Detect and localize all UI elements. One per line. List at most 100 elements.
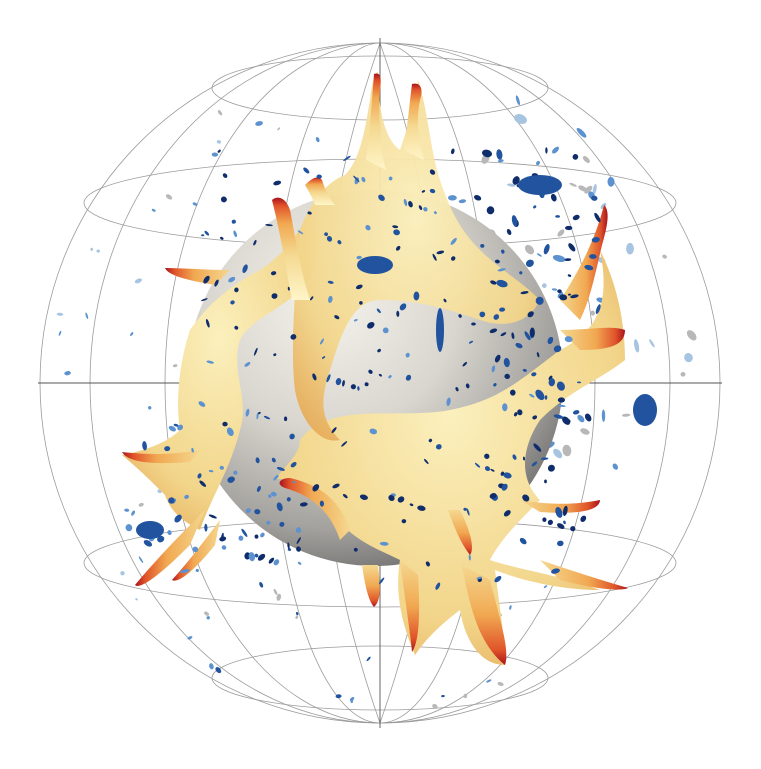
cold-blob — [552, 146, 559, 154]
cold-blob — [221, 545, 227, 550]
cold-blob — [403, 198, 408, 207]
far-blob — [130, 331, 134, 337]
cold-blob — [297, 561, 302, 565]
cold-blob — [533, 205, 537, 209]
cold-blob — [557, 397, 565, 403]
cold-blob — [512, 454, 517, 460]
cold-blob — [555, 506, 563, 518]
cold-blob — [157, 535, 165, 543]
cold-blob — [233, 470, 238, 475]
cold-blob — [584, 413, 592, 422]
cold-blob — [177, 424, 184, 431]
cold-blob — [580, 515, 587, 522]
cold-blob — [361, 176, 366, 183]
cold-blob — [493, 383, 497, 387]
cold-blob — [417, 505, 426, 511]
cold-blob — [324, 232, 328, 237]
cold-blob — [292, 480, 296, 484]
cold-blob — [540, 457, 549, 461]
cold-blob — [520, 291, 529, 295]
cold-blob — [295, 527, 302, 534]
cold-blob — [450, 256, 456, 261]
cold-blob — [432, 253, 437, 261]
cold-blob — [532, 415, 538, 420]
cold-blob — [429, 188, 436, 194]
cold-blob — [245, 508, 251, 513]
cold-blob — [290, 462, 297, 468]
cold-blob — [206, 360, 215, 364]
far-blob — [350, 699, 354, 704]
far-blob — [276, 593, 282, 601]
far-blob — [578, 185, 587, 192]
cold-blob — [511, 215, 518, 227]
cold-blob — [356, 255, 362, 260]
cold-blob — [198, 401, 206, 407]
cold-blob — [312, 373, 317, 381]
cold-blob — [531, 372, 537, 377]
cold-blob-cluster — [136, 521, 164, 539]
cold-blob — [503, 472, 512, 479]
far-blob — [206, 616, 210, 620]
cold-blob — [557, 404, 566, 407]
cold-blob — [388, 375, 392, 379]
cold-blob — [435, 582, 441, 590]
cold-blob — [455, 387, 459, 392]
cold-blob — [480, 243, 485, 248]
cold-blob — [256, 485, 261, 492]
cold-blob — [503, 357, 510, 368]
far-blob — [552, 254, 566, 263]
cold-blob — [271, 293, 278, 299]
far-blob — [497, 681, 504, 687]
cold-blob — [565, 225, 573, 231]
far-blob — [211, 152, 219, 157]
cold-blob — [468, 340, 474, 344]
far-blob — [148, 406, 152, 410]
far-blob — [215, 667, 222, 674]
cold-blob — [353, 175, 360, 183]
cold-blob — [468, 554, 471, 561]
cold-blob — [405, 352, 410, 358]
cold-blob — [555, 215, 560, 218]
cold-blob — [567, 293, 572, 296]
cold-blob — [205, 318, 210, 328]
far-blob — [607, 176, 615, 187]
cold-blob — [310, 296, 314, 301]
far-blob — [209, 663, 214, 670]
cold-blob — [529, 393, 535, 398]
cold-blob — [217, 149, 221, 153]
cold-blob — [326, 374, 331, 383]
far-blob — [335, 694, 342, 699]
cold-blob — [500, 332, 507, 337]
cold-blob — [254, 534, 259, 539]
cold-blob — [497, 159, 504, 163]
cold-blob — [551, 568, 560, 574]
cold-blob — [228, 276, 236, 283]
cold-blob — [260, 532, 265, 538]
cold-blob — [230, 300, 235, 305]
cold-blob — [388, 495, 395, 501]
far-blob — [85, 312, 89, 320]
cold-blob — [424, 458, 429, 465]
cold-blob — [536, 253, 542, 257]
cold-blob — [299, 502, 308, 507]
cold-blob — [512, 176, 520, 185]
far-blob — [684, 353, 693, 363]
cold-blob — [481, 149, 493, 158]
cold-blob — [397, 496, 405, 503]
cold-blob — [466, 508, 470, 516]
cold-blob — [567, 274, 572, 277]
cold-blob — [497, 268, 506, 272]
cold-blob — [451, 148, 455, 155]
cold-blob — [418, 205, 423, 210]
cold-blob — [500, 471, 505, 476]
cold-blob — [473, 195, 482, 201]
cold-blob — [591, 237, 600, 243]
cold-blob — [364, 382, 369, 387]
cold-blob — [270, 491, 277, 497]
cold-blob — [525, 259, 534, 267]
far-blob — [192, 202, 198, 206]
far-blob — [686, 330, 697, 341]
far-blob — [441, 694, 445, 698]
cold-blob — [542, 517, 547, 522]
